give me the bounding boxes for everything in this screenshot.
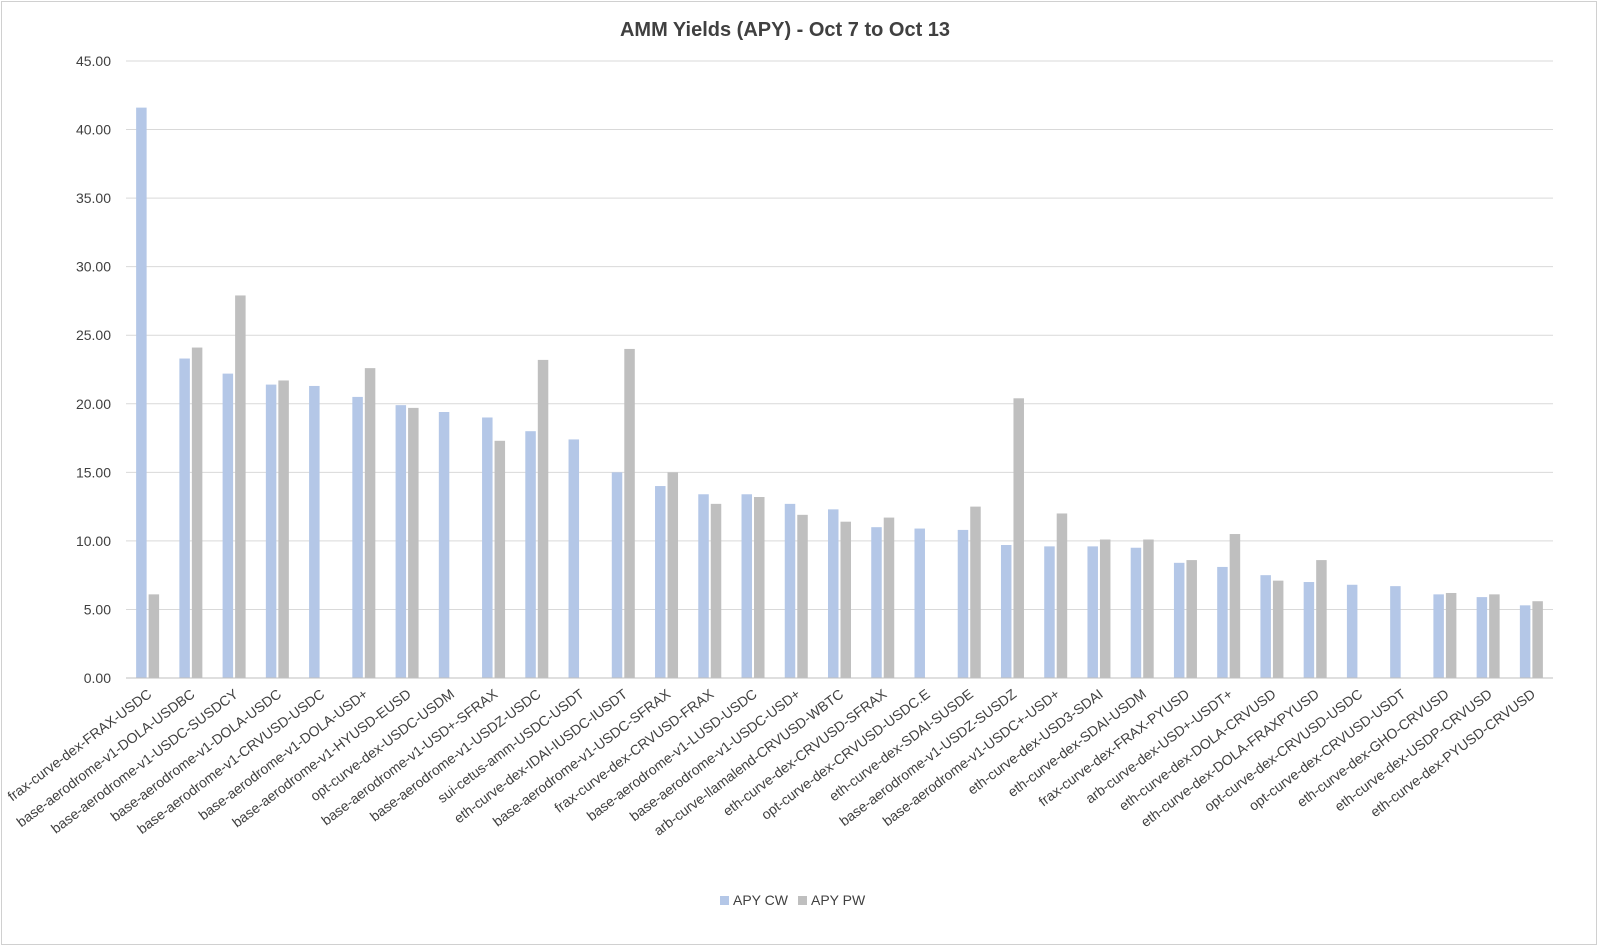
bar-apy-pw	[754, 497, 765, 678]
chart-title: AMM Yields (APY) - Oct 7 to Oct 13	[620, 19, 950, 41]
bar-apy-pw	[1532, 601, 1543, 678]
x-axis-tick-labels: frax-curve-dex-FRAX-USDCbase-aerodrome-v…	[4, 685, 1538, 838]
bar-apy-pw	[1099, 539, 1111, 678]
bar-apy-cw	[222, 373, 234, 678]
bar-apy-pw	[840, 521, 851, 678]
bar-apy-cw	[957, 529, 969, 678]
y-tick-label: 40.00	[76, 122, 111, 138]
bar-apy-cw	[1044, 546, 1055, 678]
y-tick-label: 25.00	[76, 327, 111, 343]
bar-apy-pw	[1316, 560, 1327, 678]
bar-apy-cw	[914, 528, 925, 678]
bar-apy-cw	[1130, 547, 1142, 678]
bar-apy-cw	[741, 494, 753, 678]
bar-apy-cw	[1260, 575, 1271, 678]
bar-apy-cw	[1173, 562, 1185, 678]
bar-apy-pw	[191, 347, 203, 678]
bar-apy-cw	[1346, 584, 1358, 678]
bar-apy-pw	[1143, 539, 1154, 678]
bar-apy-pw	[970, 506, 981, 678]
bar-apy-pw	[278, 380, 289, 678]
bar-apy-pw	[408, 407, 419, 678]
bar-apy-cw	[1433, 594, 1444, 678]
bar-apy-cw	[784, 503, 796, 678]
y-tick-label: 30.00	[76, 259, 111, 275]
bar-apy-cw	[1000, 545, 1012, 678]
bar-apy-pw	[624, 348, 635, 678]
bar-apy-pw	[667, 472, 679, 678]
bar-apy-cw	[1303, 582, 1315, 678]
bar-apy-cw	[395, 405, 407, 678]
bar-apy-cw	[438, 412, 450, 678]
bar-apy-pw	[364, 368, 376, 678]
bar-apy-cw	[1217, 566, 1228, 678]
bar-apy-pw	[1013, 398, 1024, 678]
y-axis-tick-labels: 0.00 5.00 10.00 15.00 20.00 25.00 30.00 35.00 40…	[76, 53, 111, 686]
bar-apy-pw	[235, 295, 246, 678]
bar-apy-cw	[309, 385, 320, 678]
bar-apy-cw	[871, 527, 882, 678]
bars	[136, 107, 1543, 678]
y-tick-label: 10.00	[76, 533, 111, 549]
bar-apy-pw	[797, 514, 808, 678]
bar-apy-cw	[1390, 586, 1401, 678]
legend-label: APY PW	[811, 892, 866, 908]
bar-apy-cw	[136, 107, 147, 678]
legend-label: APY CW	[733, 892, 789, 908]
y-tick-label: 45.00	[76, 53, 111, 69]
bar-apy-pw	[1186, 560, 1197, 678]
bar-apy-cw	[1519, 605, 1531, 678]
bar-apy-pw	[1056, 513, 1068, 678]
bar-apy-pw	[1445, 592, 1457, 678]
bar-apy-cw	[482, 417, 493, 678]
y-tick-label: 35.00	[76, 190, 111, 206]
bar-apy-pw	[1272, 580, 1284, 678]
bar-apy-pw	[883, 517, 895, 678]
bar-apy-cw	[179, 358, 190, 678]
bar-apy-pw	[494, 440, 506, 678]
gridlines	[126, 60, 1553, 610]
bar-apy-cw	[828, 509, 839, 678]
bar-apy-pw	[710, 503, 722, 678]
bar-apy-pw	[1229, 534, 1241, 678]
bar-apy-cw	[611, 472, 623, 678]
bar-apy-pw	[1489, 594, 1500, 678]
bar-apy-cw	[568, 439, 580, 678]
y-tick-label: 0.00	[84, 670, 111, 686]
bar-apy-cw	[698, 494, 709, 678]
bar-apy-pw	[148, 594, 160, 678]
y-tick-label: 15.00	[76, 464, 111, 480]
bar-apy-cw	[1476, 597, 1488, 678]
bar-apy-cw	[655, 486, 666, 678]
bar-apy-cw	[525, 431, 536, 678]
y-tick-label: 5.00	[84, 601, 111, 617]
bar-apy-cw	[352, 396, 363, 678]
legend-swatch	[798, 896, 807, 905]
bar-apy-pw	[537, 359, 549, 678]
legend: APY CW APY PW	[720, 892, 866, 908]
legend-swatch	[720, 896, 729, 905]
y-tick-label: 20.00	[76, 396, 111, 412]
bar-apy-cw	[265, 384, 277, 678]
bar-apy-cw	[1087, 546, 1098, 678]
